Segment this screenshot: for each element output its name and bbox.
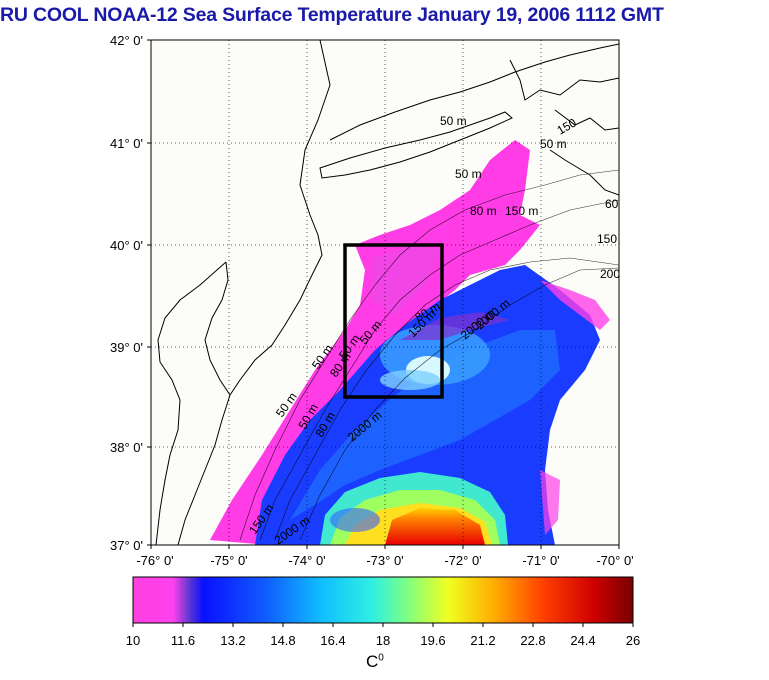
colorbar-tick-label: 10 — [126, 633, 140, 648]
colorbar-tick-label: 14.8 — [270, 633, 295, 648]
lat-label: 39° 0' — [110, 340, 143, 355]
colorbar-tick-label: 16.4 — [320, 633, 345, 648]
lon-label: -70° 0' — [596, 553, 633, 568]
coastline-layer — [155, 40, 619, 545]
colorbar-tick-label: 26 — [626, 633, 640, 648]
lon-label: -71° 0' — [522, 553, 559, 568]
page-title: RU COOL NOAA-12 Sea Surface Temperature … — [0, 4, 664, 26]
sst-cold-band — [210, 140, 540, 545]
lat-label: 41° 0' — [110, 136, 143, 151]
long-island — [319, 111, 513, 179]
graticule — [151, 40, 619, 545]
colorbar-unit-label: C0 — [366, 652, 384, 672]
lat-label: 37° 0' — [110, 538, 143, 553]
longitude-labels: -76° 0' -75° 0' -74° 0' -73° 0' -72° 0' … — [136, 553, 633, 568]
lat-label: 42° 0' — [110, 33, 143, 48]
contour-label: 50 m — [455, 167, 482, 181]
colorbar-tick-label: 21.2 — [470, 633, 495, 648]
colorbar-unit-superscript: 0 — [378, 652, 384, 664]
study-area-box — [343, 243, 444, 399]
contour-label: 150 m — [505, 204, 538, 218]
axis-ticks — [147, 39, 620, 549]
contour-label: 200 — [600, 267, 620, 281]
lat-label: 38° 0' — [110, 440, 143, 455]
contour-label: 150 — [597, 232, 617, 246]
colorbar-tick-label: 19.6 — [420, 633, 445, 648]
lon-label: -74° 0' — [288, 553, 325, 568]
delmarva-coast — [177, 394, 231, 545]
lat-label: 40° 0' — [110, 238, 143, 253]
ct-coast — [329, 43, 619, 141]
colorbar-tick-label: 22.8 — [520, 633, 545, 648]
colorbar-tick-label: 11.6 — [171, 633, 195, 648]
isobath-layer — [239, 169, 619, 541]
colorbar: 10 11.6 13.2 14.8 16.4 18 19.6 21.2 22.8 24.4 26 — [126, 576, 640, 648]
colorbar-tick-label: 24.4 — [570, 633, 595, 648]
colorbar-gradient — [132, 576, 634, 624]
sst-data-layer — [210, 140, 610, 545]
lon-label: -75° 0' — [210, 553, 247, 568]
lon-label: -73° 0' — [366, 553, 403, 568]
lon-label: -76° 0' — [136, 553, 173, 568]
contour-label: 60 — [605, 197, 619, 211]
contour-label: 50 m — [540, 137, 567, 151]
contour-label: 80 m — [470, 204, 497, 218]
latitude-labels: 42° 0' 41° 0' 40° 0' 39° 0' 38° 0' 37° 0… — [110, 33, 143, 553]
colorbar-tick-label: 13.2 — [220, 633, 245, 648]
contour-label: 50 m — [440, 114, 467, 128]
nj-coast — [204, 40, 331, 396]
colorbar-unit: C — [366, 652, 379, 671]
delaware-bay — [155, 261, 227, 545]
lon-label: -72° 0' — [444, 553, 481, 568]
colorbar-tick-label: 18 — [376, 633, 390, 648]
